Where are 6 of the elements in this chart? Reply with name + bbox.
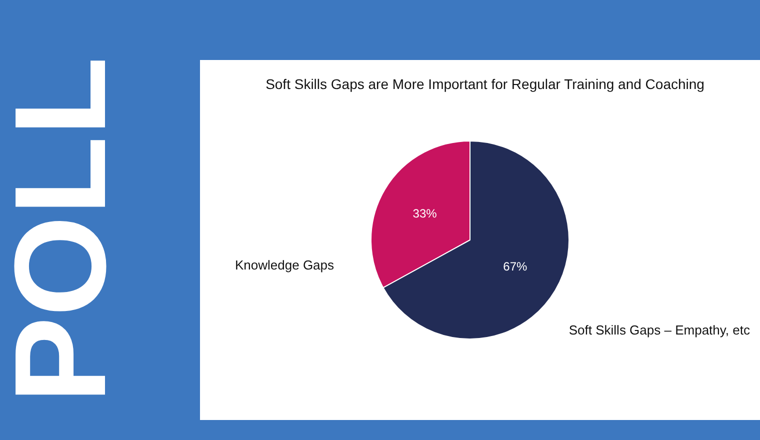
data-label: 33% bbox=[412, 206, 438, 220]
text: POLL bbox=[0, 56, 133, 404]
data-label: 67% bbox=[503, 260, 528, 274]
chart-title: Soft Skills Gaps are More Important for Regular Training and Coaching bbox=[266, 76, 704, 92]
slice-label: Knowledge Gaps bbox=[235, 258, 335, 272]
slice-label: Soft Skills Gaps – Empathy, etc bbox=[568, 322, 750, 338]
